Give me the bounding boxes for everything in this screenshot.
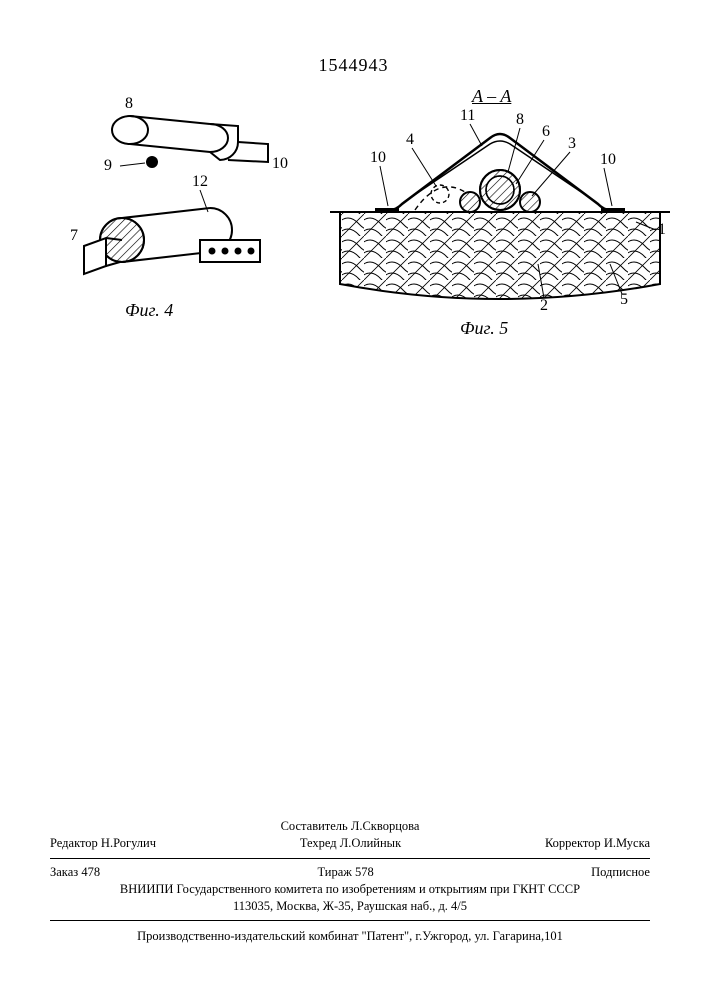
teched-label: Техред xyxy=(300,836,337,850)
svg-text:10: 10 xyxy=(600,151,616,168)
org-line-2: 113035, Москва, Ж-35, Раушская наб., д. … xyxy=(50,898,650,915)
svg-text:5: 5 xyxy=(620,291,628,308)
patent-number: 1544943 xyxy=(0,55,707,76)
fig4-label-12: 12 xyxy=(192,173,208,190)
svg-text:1: 1 xyxy=(658,221,666,238)
figure-5: 11 8 6 3 10 4 10 1 5 2 xyxy=(320,104,680,324)
teched-name: Л.Олийнык xyxy=(340,836,401,850)
svg-text:3: 3 xyxy=(568,135,576,152)
fig5-roll-left xyxy=(460,192,480,212)
org-line-1: ВНИИПИ Государственного комитета по изоб… xyxy=(50,881,650,898)
svg-text:2: 2 xyxy=(540,297,548,314)
compiler-name: Л.Скворцова xyxy=(351,819,420,833)
printrun-no: 578 xyxy=(355,865,374,879)
figures-area: 8 10 9 xyxy=(40,90,667,340)
rule-2 xyxy=(50,920,650,921)
fig5-roll-right xyxy=(520,192,540,212)
editor-label: Редактор xyxy=(50,836,98,850)
fig4-label-7: 7 xyxy=(70,227,78,244)
svg-text:10: 10 xyxy=(370,149,386,166)
fig4-label-8: 8 xyxy=(125,95,133,112)
proof-name: И.Муска xyxy=(604,836,650,850)
svg-text:11: 11 xyxy=(460,107,475,124)
fig4-label-10: 10 xyxy=(272,155,288,172)
printrun-label: Тираж xyxy=(317,865,351,879)
fig4-label-9: 9 xyxy=(104,157,112,174)
fig4-pin-9 xyxy=(146,156,158,168)
compiler-label: Составитель xyxy=(281,819,348,833)
fig5-caption: Фиг. 5 xyxy=(460,318,508,339)
fig5-tab-left xyxy=(375,208,399,212)
figure-4: 8 10 9 xyxy=(50,90,290,300)
printer-line: Производственно-издательский комбинат "П… xyxy=(50,928,650,945)
fig5-tab-right xyxy=(601,208,625,212)
svg-text:8: 8 xyxy=(516,111,524,128)
svg-text:4: 4 xyxy=(406,131,414,148)
fig4-caption: Фиг. 4 xyxy=(125,300,173,321)
proof-label: Корректор xyxy=(545,836,601,850)
order-no: 478 xyxy=(81,865,100,879)
order-label: Заказ xyxy=(50,865,78,879)
editor-name: Н.Рогулич xyxy=(101,836,156,850)
subscription: Подписное xyxy=(591,864,650,881)
fig5-base xyxy=(340,212,660,299)
svg-text:6: 6 xyxy=(542,123,550,140)
rule-1 xyxy=(50,858,650,859)
